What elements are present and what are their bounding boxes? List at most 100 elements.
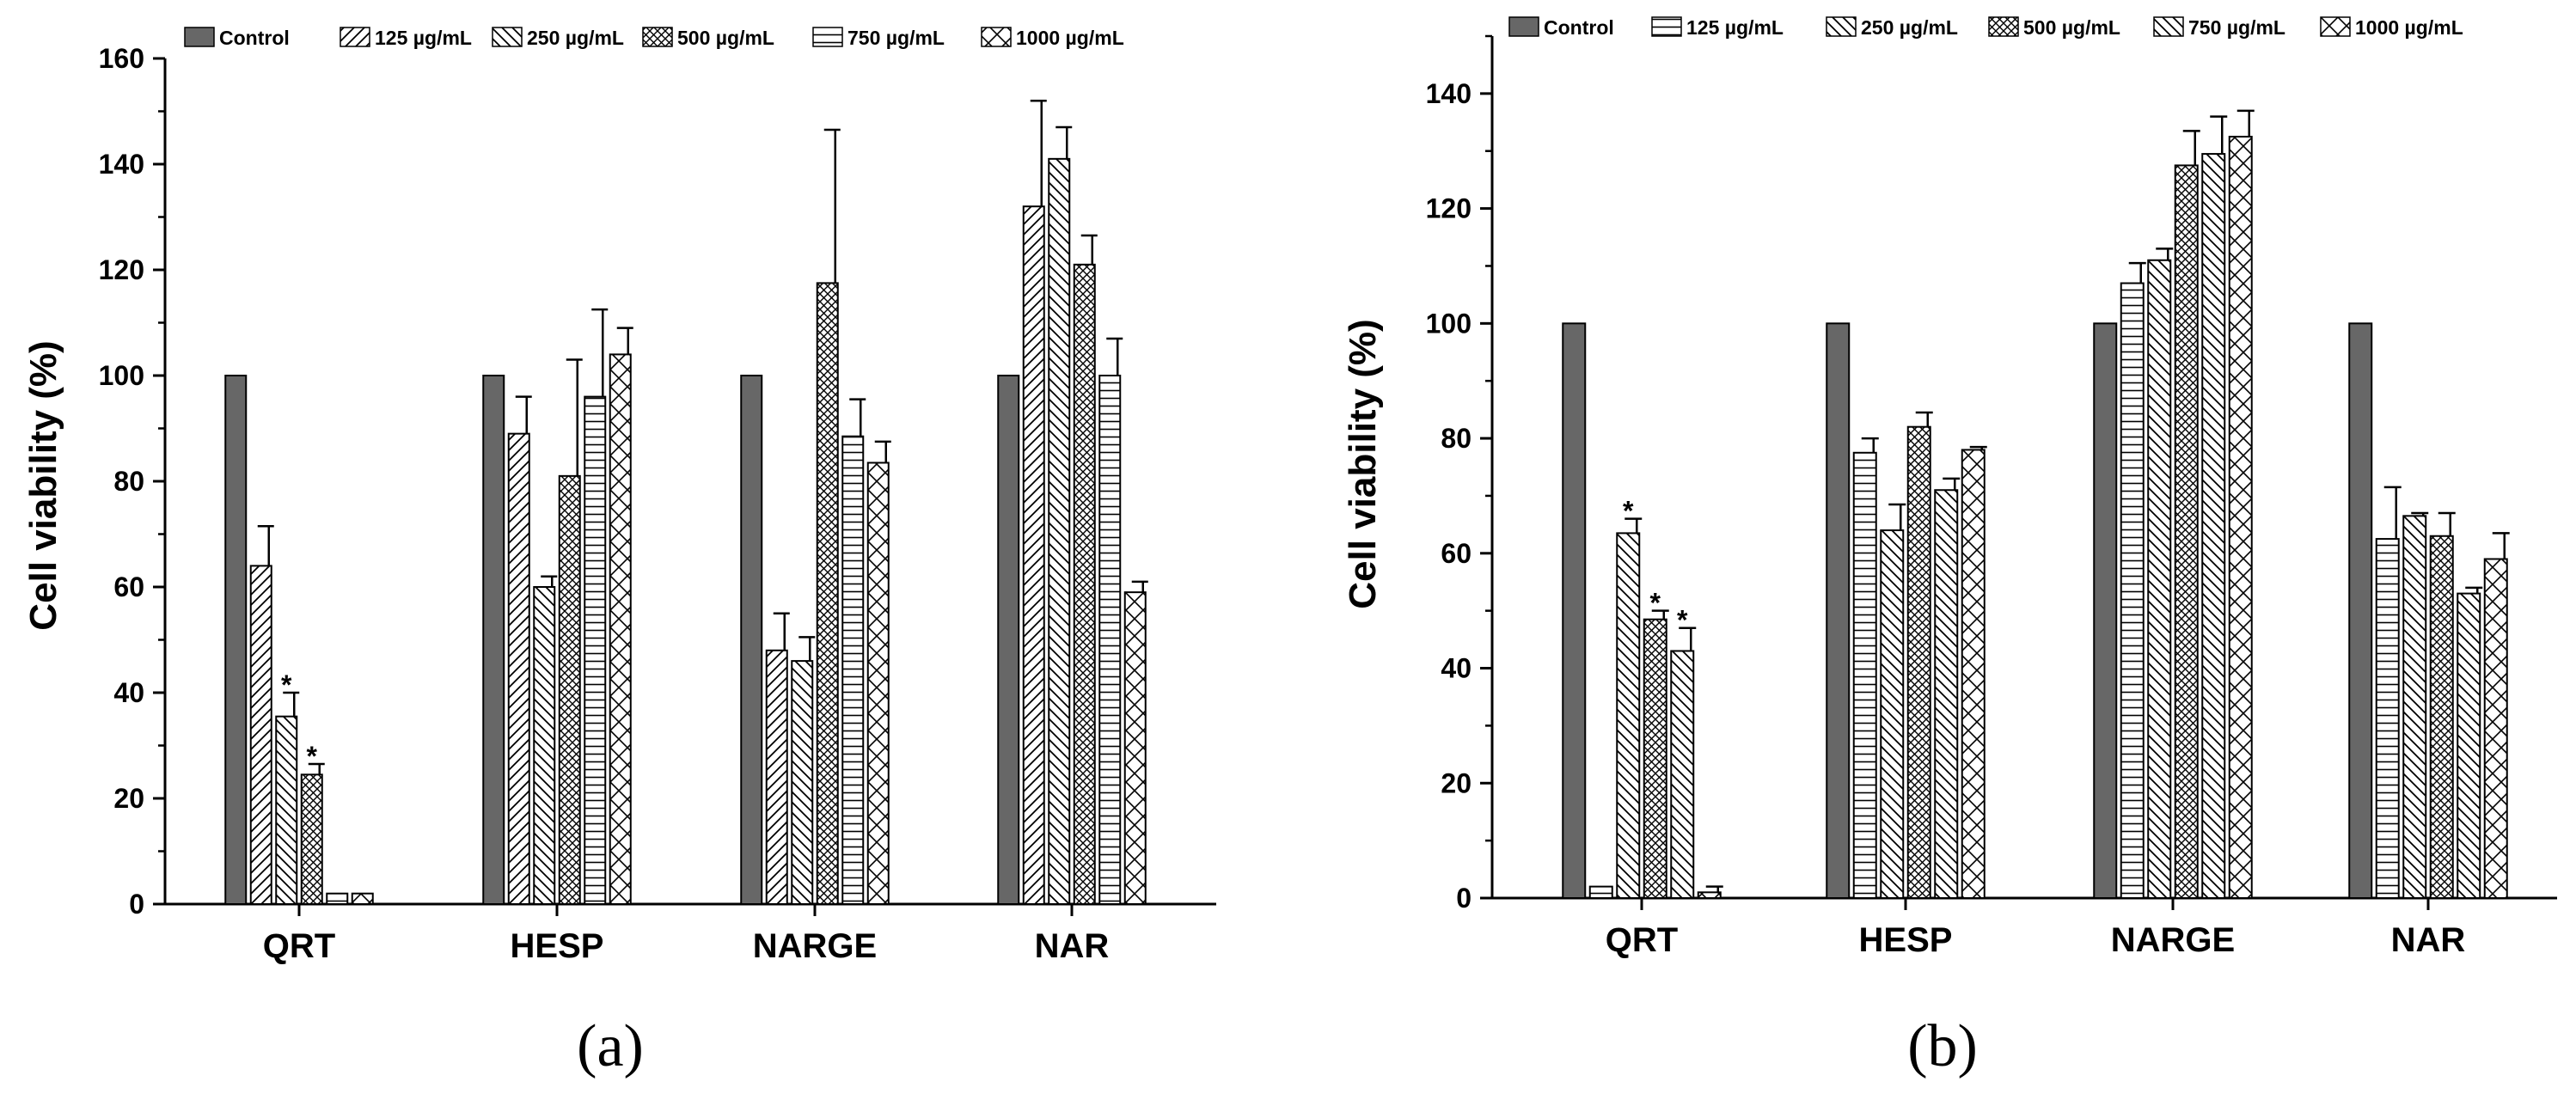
y-tick-label: 140 — [1426, 78, 1472, 109]
legend-label: 250 µg/mL — [1861, 16, 1958, 39]
bar — [351, 892, 374, 905]
y-tick-label: 40 — [1441, 653, 1472, 684]
y-tick-label: 140 — [99, 149, 144, 180]
y-tick-label: 160 — [99, 43, 144, 74]
bar — [1961, 449, 1986, 899]
bar — [249, 565, 272, 906]
x-category-label: HESP — [1859, 921, 1953, 959]
bar — [2120, 282, 2145, 899]
y-tick-label: 100 — [99, 360, 144, 391]
x-category-label: QRT — [263, 927, 335, 965]
legend-swatch — [2320, 16, 2351, 37]
bar — [2429, 535, 2454, 899]
bar — [2375, 538, 2400, 899]
y-tick-label: 0 — [1456, 883, 1472, 914]
bar — [1616, 532, 1641, 899]
legend-swatch — [642, 27, 673, 47]
y-tick-label: 0 — [129, 889, 144, 920]
bar — [816, 282, 839, 905]
legend-swatch — [1826, 16, 1857, 37]
panel-label: (b) — [1907, 1013, 1978, 1079]
legend-label: 750 µg/mL — [2188, 16, 2285, 39]
panel-label: (a) — [577, 1013, 644, 1079]
x-category-label: HESP — [511, 927, 604, 965]
legend-label: 1000 µg/mL — [1016, 27, 1124, 49]
legend-label: 500 µg/mL — [677, 27, 774, 49]
legend-label: 125 µg/mL — [375, 27, 472, 49]
bar — [482, 375, 505, 905]
x-category-label: NAR — [1035, 927, 1110, 965]
bar — [841, 435, 865, 906]
y-tick-label: 120 — [1426, 193, 1472, 224]
bar — [1098, 375, 1122, 905]
bar — [584, 395, 607, 906]
bar — [1906, 425, 1931, 899]
bar — [1934, 489, 1959, 899]
significance-star: * — [1623, 496, 1634, 527]
bar — [2402, 515, 2427, 899]
bar — [2483, 558, 2508, 900]
legend-swatch — [340, 27, 370, 47]
bar — [1852, 451, 1877, 899]
bar — [300, 773, 323, 906]
panel-a: 0 20 40 60 80 100 120 140 160 Cell viability (%) Q… — [22, 27, 1216, 1079]
bar — [1670, 650, 1695, 899]
legend-swatch — [492, 27, 523, 47]
bar — [2201, 153, 2226, 899]
significance-star: * — [1677, 605, 1688, 636]
legend-swatch — [2153, 16, 2184, 37]
bar — [1562, 322, 1587, 900]
x-category-label: NARGE — [753, 927, 877, 965]
bar — [2174, 164, 2199, 899]
bar — [1643, 618, 1667, 899]
bar — [2093, 322, 2118, 900]
legend-swatch — [1508, 16, 1539, 37]
y-tick-label: 60 — [1441, 538, 1472, 569]
bar — [2348, 322, 2373, 900]
bar — [1880, 529, 1905, 899]
bar — [866, 461, 890, 905]
bar — [275, 715, 298, 905]
legend-swatch — [1651, 16, 1682, 37]
bar — [507, 432, 530, 905]
bar — [2147, 259, 2172, 899]
bar — [791, 660, 814, 905]
x-category-label: NAR — [2391, 921, 2466, 959]
bar — [740, 375, 763, 905]
legend-label: 250 µg/mL — [527, 27, 624, 49]
legend-label: 750 µg/mL — [847, 27, 945, 49]
significance-star: * — [281, 669, 292, 700]
bar — [533, 586, 556, 905]
bar — [1073, 263, 1096, 906]
legend-label: 500 µg/mL — [2023, 16, 2120, 39]
bar — [609, 353, 632, 905]
bar — [1123, 591, 1147, 906]
y-tick-label: 60 — [113, 571, 144, 602]
legend-label: Control — [1544, 16, 1614, 39]
bar — [2457, 592, 2481, 900]
y-tick-label: 120 — [99, 254, 144, 285]
bar — [1826, 322, 1851, 900]
legend-swatch — [1988, 16, 2019, 37]
significance-star: * — [307, 741, 318, 772]
bar — [224, 375, 248, 905]
panel-b: 0 20 40 60 80 100 120 140 Cell viability (%) QRT H… — [1342, 16, 2557, 1079]
legend-label: Control — [219, 27, 290, 49]
x-category-label: QRT — [1606, 921, 1678, 959]
significance-star: * — [1650, 588, 1661, 619]
bar — [1697, 891, 1722, 900]
bar — [558, 474, 581, 905]
y-axis-title: Cell viability (%) — [1342, 319, 1384, 608]
legend-swatch — [812, 27, 843, 47]
y-tick-label: 80 — [1441, 423, 1472, 454]
legend-label: 125 µg/mL — [1686, 16, 1784, 39]
bar — [2228, 136, 2253, 899]
y-tick-label: 20 — [1441, 767, 1472, 798]
bar — [1022, 205, 1045, 905]
legend-swatch — [184, 27, 215, 47]
bar — [326, 892, 349, 905]
legend-swatch — [981, 27, 1012, 47]
bar — [1048, 157, 1071, 906]
